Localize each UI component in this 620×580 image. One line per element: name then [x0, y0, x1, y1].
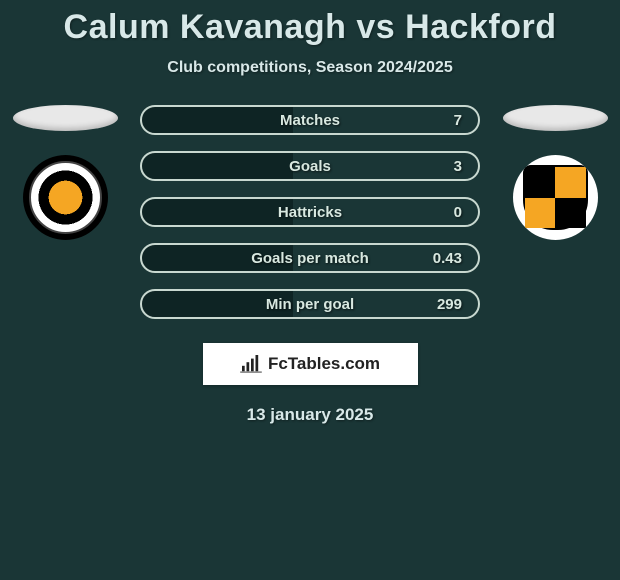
left-player-oval: [13, 105, 118, 131]
bar-chart-icon: [240, 355, 262, 373]
crest-shield-icon: [523, 165, 588, 230]
stat-value: 3: [454, 158, 462, 175]
stat-value: 299: [437, 296, 462, 313]
subtitle: Club competitions, Season 2024/2025: [0, 59, 620, 77]
comparison-card: Calum Kavanagh vs Hackford Club competit…: [0, 0, 620, 425]
main-row: Matches 7 Goals 3 Hattricks 0 Goals per …: [0, 105, 620, 319]
stat-value: 0: [454, 204, 462, 221]
stat-row-matches: Matches 7: [140, 105, 480, 135]
stat-row-min-per-goal: Min per goal 299: [140, 289, 480, 319]
stat-label: Goals per match: [142, 250, 478, 267]
stat-value: 7: [454, 112, 462, 129]
stat-label: Hattricks: [142, 204, 478, 221]
stat-label: Matches: [142, 112, 478, 129]
stat-row-goals: Goals 3: [140, 151, 480, 181]
stat-value: 0.43: [433, 250, 462, 267]
page-title: Calum Kavanagh vs Hackford: [0, 8, 620, 47]
right-player-col: [500, 105, 610, 240]
stat-label: Min per goal: [142, 296, 478, 313]
source-badge-text: FcTables.com: [268, 354, 380, 374]
stat-label: Goals: [142, 158, 478, 175]
right-player-oval: [503, 105, 608, 131]
right-club-crest: [513, 155, 598, 240]
date-line: 13 january 2025: [0, 405, 620, 425]
stat-row-goals-per-match: Goals per match 0.43: [140, 243, 480, 273]
left-club-crest: [23, 155, 108, 240]
left-player-col: [10, 105, 120, 240]
source-badge[interactable]: FcTables.com: [203, 343, 418, 385]
stats-column: Matches 7 Goals 3 Hattricks 0 Goals per …: [140, 105, 480, 319]
stat-row-hattricks: Hattricks 0: [140, 197, 480, 227]
